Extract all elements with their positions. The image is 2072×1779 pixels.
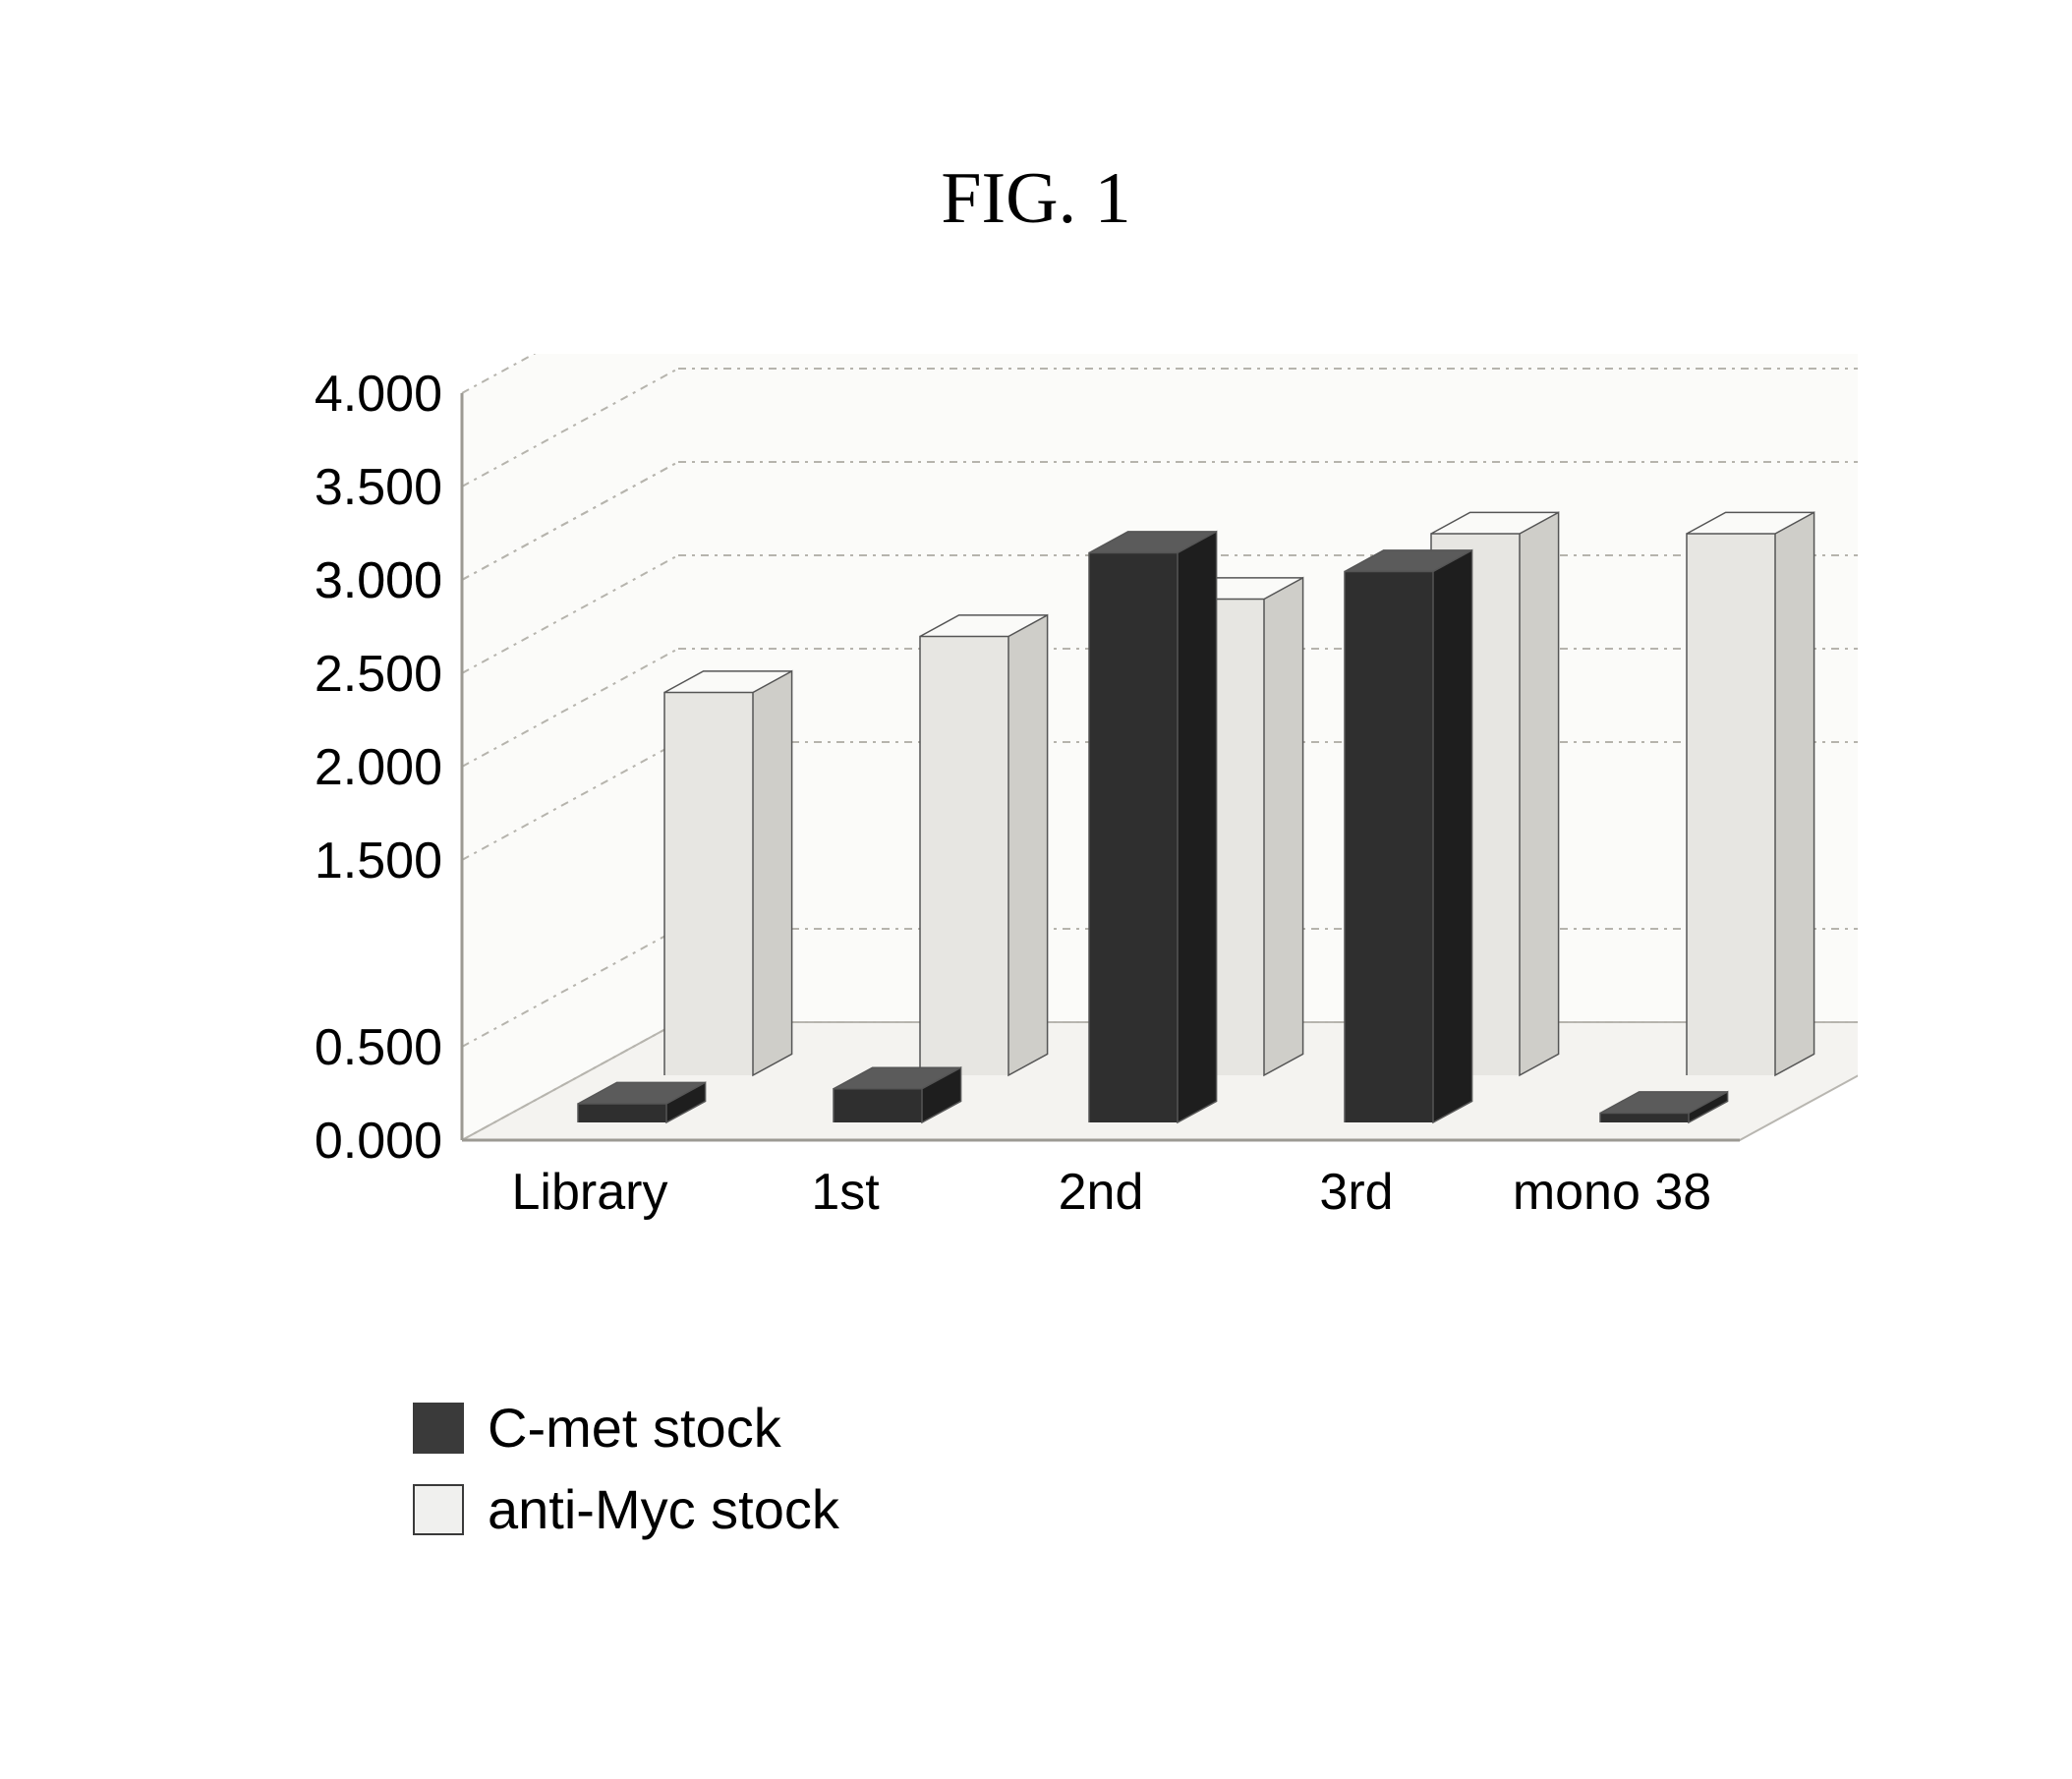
y-tick-label: 0.000	[315, 1113, 442, 1170]
legend-item: C-met stock	[413, 1396, 839, 1460]
legend-swatch-light	[413, 1484, 464, 1535]
y-tick-label: 2.000	[315, 739, 442, 796]
legend-item: anti-Myc stock	[413, 1477, 839, 1541]
y-tick-label: 4.000	[315, 366, 442, 423]
bar	[1089, 532, 1217, 1122]
x-category-label: 1st	[811, 1164, 880, 1221]
y-tick-label: 2.500	[315, 646, 442, 703]
x-category-label: mono 38	[1513, 1164, 1711, 1221]
x-category-label: 2nd	[1059, 1164, 1144, 1221]
legend-swatch-dark	[413, 1403, 464, 1454]
figure-title: FIG. 1	[0, 157, 2072, 241]
x-category-label: Library	[512, 1164, 668, 1221]
legend: C-met stock anti-Myc stock	[413, 1396, 839, 1559]
bar-chart-3d: 0.0000.5001.5002.0002.5003.0003.0003.500…	[246, 354, 1858, 1337]
y-tick-label: 3.000	[315, 552, 442, 609]
bar	[920, 615, 1048, 1075]
y-tick-label: 0.500	[315, 1019, 442, 1076]
y-tick-label: 3.500	[315, 459, 442, 516]
bar	[1345, 550, 1472, 1122]
chart-svg: 0.0000.5001.5002.0002.5003.0003.0003.500…	[246, 354, 1858, 1337]
x-category-label: 3rd	[1319, 1164, 1393, 1221]
legend-label: anti-Myc stock	[488, 1477, 839, 1541]
bar	[664, 671, 792, 1075]
legend-label: C-met stock	[488, 1396, 781, 1460]
bar	[1687, 512, 1814, 1075]
y-tick-label: 1.500	[315, 832, 442, 890]
chart-sidewall	[462, 354, 678, 1140]
